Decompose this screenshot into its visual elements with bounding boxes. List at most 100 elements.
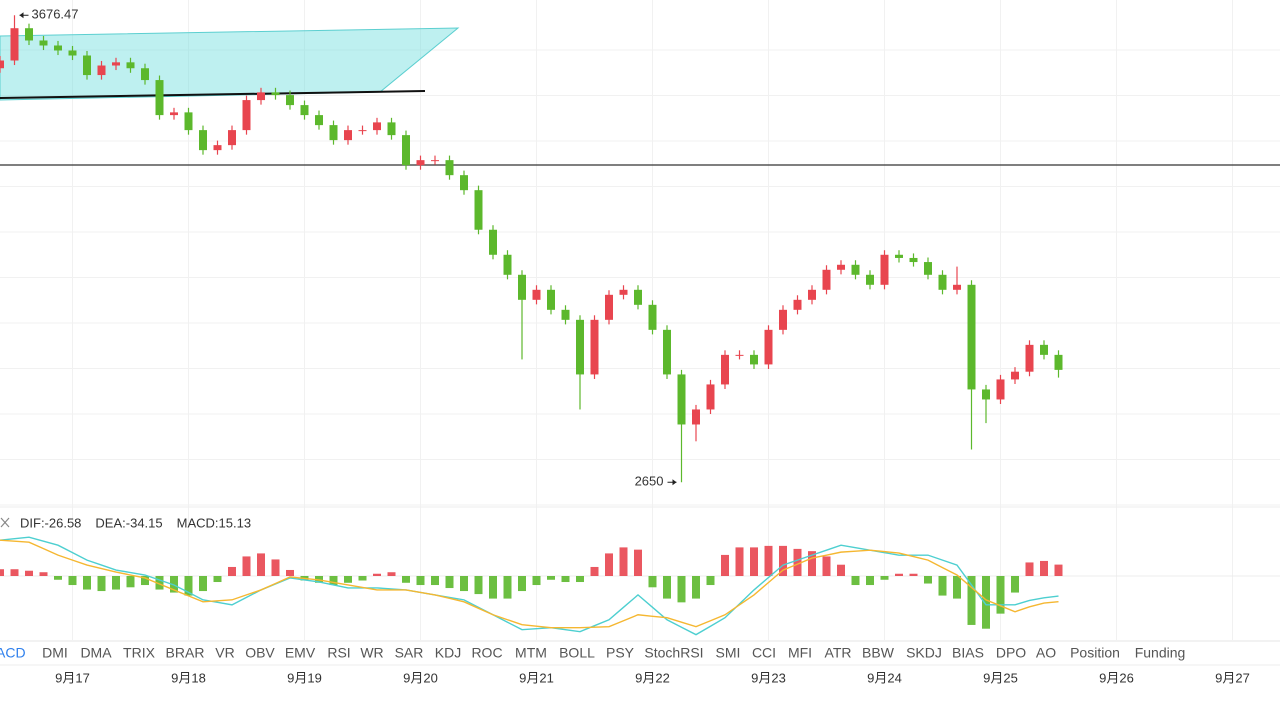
candle-body (184, 112, 193, 131)
candle-body (590, 319, 599, 375)
macd-bar (822, 556, 831, 576)
macd-bar (677, 576, 686, 603)
candle-body (866, 274, 874, 285)
indicator-tab[interactable]: BRAR (166, 645, 205, 661)
candle-body (213, 145, 222, 151)
indicator-tab[interactable]: ATR (825, 645, 852, 661)
indicator-tab[interactable]: CCI (752, 645, 776, 661)
macd-bar (764, 545, 773, 576)
macd-bar (344, 576, 352, 583)
candle-body (155, 80, 164, 116)
macd-bar (982, 576, 990, 629)
indicator-tab[interactable]: PSY (606, 645, 635, 661)
annotations: 3676.47 2650 (19, 7, 677, 489)
macd-bar (1025, 562, 1034, 576)
macd-bar (271, 559, 280, 576)
indicator-tab[interactable]: MTM (515, 645, 547, 661)
indicator-tab[interactable]: SKDJ (906, 645, 942, 661)
indicator-tab[interactable]: MFI (788, 645, 812, 661)
candle-body (199, 130, 207, 151)
candle-body (1054, 354, 1063, 370)
macd-bar (0, 569, 4, 576)
macd-bar (387, 572, 396, 576)
indicator-tab[interactable]: DMI (42, 645, 68, 661)
max-label: 3676.47 (32, 7, 79, 22)
x-tick-label: 9月19 (287, 670, 322, 685)
macd-bar (286, 569, 294, 576)
macd-bar (967, 576, 976, 625)
indicator-tab[interactable]: DMA (80, 645, 112, 661)
candle-body (39, 40, 48, 46)
macd-bar (837, 564, 845, 576)
candle-body (170, 112, 178, 116)
candle-body (416, 160, 425, 166)
macd-bar (706, 576, 715, 586)
candle-body (271, 92, 280, 96)
indicator-tab[interactable]: OBV (245, 645, 275, 661)
indicator-tab[interactable]: EMV (285, 645, 316, 661)
macd-panel (0, 536, 1280, 636)
indicator-tab[interactable]: TRIX (123, 645, 156, 661)
macd-bar (460, 576, 468, 592)
indicator-tab[interactable]: Position (1070, 645, 1120, 661)
candle-body (808, 289, 816, 300)
x-tick-label: 9月21 (519, 670, 554, 685)
candle-body (97, 65, 106, 76)
macd-bar (141, 576, 149, 586)
candle-body (373, 122, 381, 131)
indicator-tab[interactable]: AO (1036, 645, 1056, 661)
indicator-tab[interactable]: SMI (716, 645, 741, 661)
candle-body (924, 262, 932, 275)
trend-line[interactable] (0, 90, 426, 99)
close-icon[interactable] (0, 517, 10, 528)
candle-body (895, 254, 903, 258)
x-tick-label: 9月24 (867, 670, 902, 685)
candle-body (692, 409, 700, 425)
macd-bar (228, 566, 236, 576)
indicator-tab[interactable]: Funding (1135, 645, 1186, 661)
indicator-tab[interactable]: StochRSI (644, 645, 703, 661)
candle-body (880, 254, 889, 285)
candle-body (460, 175, 468, 191)
macd-bar (358, 576, 367, 581)
indicator-tab[interactable]: RSI (327, 645, 350, 661)
candle-body (518, 274, 526, 300)
macd-line (0, 539, 1059, 629)
candle-body (1011, 371, 1019, 380)
macd-legend: DIF:-26.58 DEA:-34.15 MACD:15.13 (20, 515, 251, 530)
macd-bar (126, 576, 135, 588)
indicator-tab[interactable]: MACD (0, 645, 26, 661)
candle-body (663, 329, 671, 375)
indicator-tab[interactable]: BOLL (559, 645, 595, 661)
macd-bar (518, 576, 526, 592)
indicator-tab[interactable]: KDJ (435, 645, 461, 661)
candle-body (1040, 344, 1048, 355)
legend-entry: DEA:-34.15 (95, 515, 162, 530)
candle-body (706, 384, 715, 410)
candle-body (996, 379, 1005, 400)
macd-line (0, 536, 1059, 636)
indicator-tab[interactable]: DPO (996, 645, 1026, 661)
indicator-tab[interactable]: ROC (471, 645, 502, 661)
candle-body (242, 100, 251, 131)
macd-bar (619, 547, 628, 576)
candle-body (402, 135, 410, 166)
indicator-tab[interactable]: WR (360, 645, 383, 661)
x-tick-label: 9月20 (403, 670, 438, 685)
indicator-tab[interactable]: VR (215, 645, 234, 661)
macd-bar (808, 551, 816, 576)
indicator-tab[interactable]: BBW (862, 645, 895, 661)
macd-bar (184, 576, 193, 596)
macd-bar (648, 576, 657, 588)
candle-body (721, 354, 729, 385)
candle-body (619, 289, 628, 295)
x-tick-label: 9月18 (171, 670, 206, 685)
macd-bar (735, 547, 744, 576)
candle-body (750, 354, 758, 365)
macd-bar (97, 576, 106, 592)
indicator-tab[interactable]: SAR (395, 645, 424, 661)
candle-body (358, 130, 367, 132)
candle-body (83, 55, 91, 76)
macd-bar (692, 576, 700, 599)
indicator-tab[interactable]: BIAS (952, 645, 984, 661)
